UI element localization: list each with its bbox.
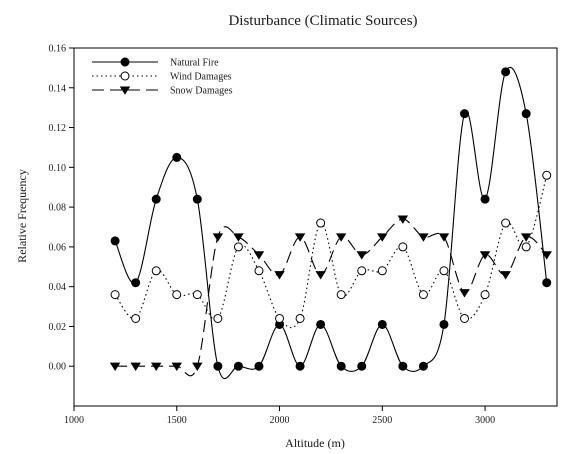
data-point	[479, 251, 491, 260]
data-point	[542, 170, 552, 180]
data-point	[275, 313, 285, 323]
series-wind-damages	[110, 170, 552, 329]
y-tick-label: 0.02	[49, 322, 67, 333]
data-point	[356, 251, 367, 260]
y-tick-label: 0.12	[49, 123, 67, 134]
data-point	[213, 361, 223, 371]
data-point	[254, 361, 264, 371]
data-point	[295, 361, 305, 371]
series-line	[114, 66, 548, 380]
data-point	[438, 233, 450, 242]
data-point	[542, 278, 552, 288]
data-point	[480, 290, 490, 300]
data-point	[336, 290, 346, 300]
data-point	[110, 236, 120, 246]
legend-marker	[119, 86, 131, 95]
x-tick-label: 2500	[372, 415, 392, 426]
data-point	[460, 109, 470, 119]
data-point	[377, 233, 388, 242]
data-point	[377, 266, 387, 276]
x-tick-label: 3000	[475, 415, 495, 426]
data-point	[418, 290, 428, 300]
data-point	[541, 251, 552, 260]
data-point	[151, 266, 161, 276]
data-point	[192, 290, 202, 300]
data-point	[192, 194, 202, 204]
data-point	[150, 362, 162, 372]
data-point	[212, 233, 224, 242]
data-point	[439, 319, 449, 329]
data-point	[192, 362, 203, 372]
data-point	[316, 319, 326, 329]
data-point	[151, 194, 161, 204]
data-point	[131, 278, 141, 288]
data-point	[295, 313, 305, 323]
data-point	[254, 266, 264, 276]
data-point	[109, 362, 121, 372]
data-point	[398, 242, 408, 252]
y-tick-label: 0.16	[49, 44, 67, 55]
data-point	[172, 152, 182, 162]
data-point	[501, 218, 511, 228]
data-point	[172, 290, 182, 300]
data-point	[294, 233, 306, 242]
data-point	[213, 313, 223, 323]
y-tick-label: 0.14	[49, 83, 67, 94]
data-point	[253, 251, 265, 260]
data-point	[130, 362, 141, 372]
legend: Natural Fire Wind Damages Snow Damages	[92, 57, 233, 97]
y-tick-label: 0.10	[49, 163, 67, 174]
data-point	[233, 233, 244, 242]
legend-label: Snow Damages	[170, 86, 233, 97]
data-point	[274, 271, 285, 280]
legend-label: Natural Fire	[170, 58, 219, 69]
data-point	[521, 109, 531, 119]
plot-frame	[73, 47, 558, 407]
chart-title: Disturbance (Climatic Sources)	[228, 13, 417, 29]
series-line	[114, 175, 548, 329]
data-point	[335, 233, 347, 242]
data-point	[439, 266, 449, 276]
data-point	[357, 266, 367, 276]
y-axis-label: Relative Frequency	[15, 169, 29, 263]
data-point	[418, 361, 428, 371]
data-point	[521, 242, 531, 252]
legend-label: Wind Damages	[170, 72, 232, 83]
series-line	[115, 218, 548, 377]
data-point	[233, 242, 243, 252]
data-point	[377, 319, 387, 329]
data-point	[315, 271, 326, 280]
y-tick-label: 0.04	[49, 282, 67, 293]
legend-marker	[120, 57, 130, 67]
x-axis-label: Altitude (m)	[285, 436, 345, 450]
axis-ticks: 1000 1500 2000 2500 3000 0.00 0.02 0.04 0.06 0.08…	[49, 44, 496, 427]
series-snow-damages	[109, 215, 552, 377]
x-tick-label: 2000	[270, 415, 290, 426]
y-tick-label: 0.08	[49, 203, 67, 214]
data-point	[131, 313, 141, 323]
data-point	[171, 362, 182, 372]
data-point	[520, 233, 532, 242]
data-point	[357, 361, 367, 371]
data-point	[316, 218, 326, 228]
x-tick-label: 1000	[64, 415, 84, 426]
legend-marker	[120, 71, 130, 81]
data-point	[397, 215, 409, 224]
data-point	[418, 233, 429, 242]
series-natural-fire	[110, 66, 552, 380]
data-point	[110, 290, 120, 300]
data-point	[336, 361, 346, 371]
data-point	[480, 194, 490, 204]
x-tick-label: 1500	[167, 415, 187, 426]
y-tick-label: 0.00	[49, 362, 67, 373]
data-point	[233, 361, 243, 371]
y-tick-label: 0.06	[49, 242, 67, 253]
data-point	[501, 67, 511, 77]
data-point	[459, 289, 470, 298]
data-point	[398, 361, 408, 371]
series-group	[109, 66, 552, 380]
data-point	[460, 313, 470, 323]
data-point	[500, 271, 511, 280]
